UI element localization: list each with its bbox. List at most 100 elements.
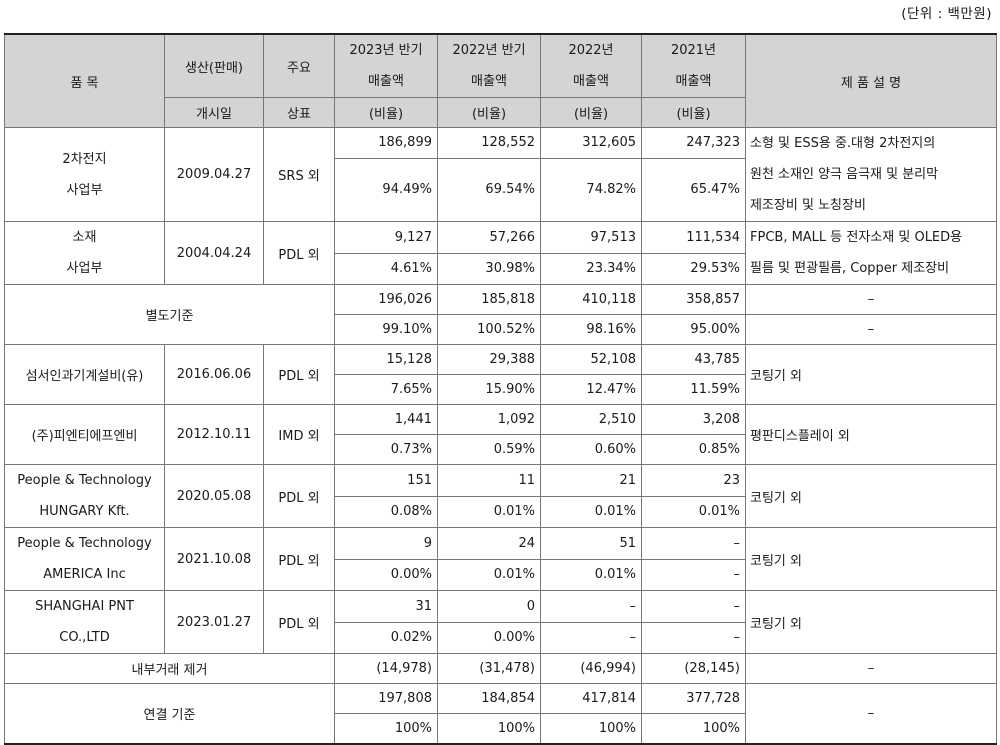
ratio-cell: 11.59% [641, 374, 746, 405]
amount-cell: 185,818 [437, 284, 541, 315]
table-row: SHANGHAI PNT CO.,LTD 2023.01.27 PDL 외 31 … [4, 590, 997, 654]
amount-cell: 43,785 [641, 344, 746, 375]
amount-cell: 97,513 [540, 221, 642, 254]
table-row: 0.02% 0.00% – – [5, 621, 997, 654]
row-desc: – [745, 314, 997, 345]
header-period-2023h1: 2023년 반기 매출액 [334, 33, 438, 98]
amount-cell: 2,510 [540, 404, 642, 435]
row-desc: 소형 및 ESS용 중.대형 2차전지의 원천 소재인 양극 음극재 및 분리막 제… [745, 127, 997, 222]
amount-cell: 377,728 [641, 683, 746, 714]
header-ratio-2022: (비율) [540, 97, 642, 128]
row-name: 소재 사업부 [4, 221, 165, 285]
amount-cell: 1,092 [437, 404, 541, 435]
amount-cell: (46,994) [540, 653, 642, 684]
row-date: 2004.04.24 [164, 221, 264, 285]
amount-cell: 417,814 [540, 683, 642, 714]
amount-cell: 31 [334, 590, 438, 623]
header-period-2022h1: 2022년 반기 매출액 [437, 33, 541, 98]
ratio-cell: 69.54% [437, 157, 541, 223]
row-brand: PDL 외 [263, 221, 335, 285]
ratio-cell: 7.65% [334, 374, 438, 405]
row-brand: PDL 외 [263, 590, 335, 654]
ratio-cell: 0.01% [540, 558, 642, 591]
amount-cell: 21 [540, 464, 642, 497]
ratio-cell: 29.53% [641, 252, 746, 285]
table-row: 2차전지 사업부 2009.04.27 SRS 외 186,899 128,552… [4, 127, 997, 222]
table-row: 100% 100% 100% 100% [5, 713, 997, 744]
row-date: 2009.04.27 [164, 127, 264, 222]
header-brand-top: 주요 [263, 33, 335, 98]
row-name: (주)피엔티에프엔비 [4, 404, 165, 465]
unit-note: (단위 : 백만원) [901, 6, 992, 22]
ratio-cell: 0.60% [540, 434, 642, 465]
row-brand: IMD 외 [263, 404, 335, 465]
ratio-cell: 100% [334, 713, 438, 744]
table-row: (주)피엔티에프엔비 2012.10.11 IMD 외 1,441 1,092 … [4, 404, 997, 465]
ratio-cell: 94.49% [334, 157, 438, 223]
header-brand-bottom: 상표 [263, 97, 335, 128]
ratio-cell: 100% [540, 713, 642, 744]
header-period-2022: 2022년 매출액 [540, 33, 642, 98]
header-item: 품 목 [4, 33, 165, 128]
header-desc: 제 품 설 명 [745, 33, 997, 128]
row-name: 별도기준 [4, 284, 335, 345]
amount-cell: 11 [437, 464, 541, 497]
amount-cell: (28,145) [641, 653, 746, 684]
amount-cell: 0 [437, 590, 541, 623]
row-desc: – [745, 653, 997, 684]
ratio-cell: 12.47% [540, 374, 642, 405]
amount-cell: 1,441 [334, 404, 438, 435]
amount-cell: 3,208 [641, 404, 746, 435]
ratio-cell: 0.59% [437, 434, 541, 465]
row-name: People & Technology HUNGARY Kft. [4, 464, 165, 528]
row-desc: – [745, 683, 997, 744]
row-brand: SRS 외 [263, 127, 335, 222]
row-desc: 코팅기 외 [745, 590, 997, 654]
table-row: 별도기준 196,026 185,818 410,118 358,857 – [4, 284, 997, 345]
amount-cell: 24 [437, 527, 541, 560]
row-date: 2020.05.08 [164, 464, 264, 528]
amount-cell: 247,323 [641, 127, 746, 159]
row-desc: – [745, 284, 997, 315]
ratio-cell: 0.02% [334, 621, 438, 654]
ratio-cell: 65.47% [641, 157, 746, 223]
amount-cell: 151 [334, 464, 438, 497]
ratio-cell: 0.01% [437, 558, 541, 591]
table-row: 소재 사업부 2004.04.24 PDL 외 9,127 57,266 97,5… [4, 221, 997, 285]
amount-cell: 23 [641, 464, 746, 497]
ratio-cell: 15.90% [437, 374, 541, 405]
row-brand: PDL 외 [263, 527, 335, 591]
amount-cell: 197,808 [334, 683, 438, 714]
amount-cell: – [540, 590, 642, 623]
row-desc: 코팅기 외 [745, 527, 997, 591]
table-row: People & Technology HUNGARY Kft. 2020.05.… [4, 464, 997, 528]
table-row: 99.10% 100.52% 98.16% 95.00% – [5, 314, 997, 345]
amount-cell: (31,478) [437, 653, 541, 684]
table-row: 94.49% 69.54% 74.82% 65.47% [5, 157, 997, 223]
ratio-cell: 99.10% [334, 314, 438, 345]
row-date: 2021.10.08 [164, 527, 264, 591]
amount-cell: (14,978) [334, 653, 438, 684]
amount-cell: 51 [540, 527, 642, 560]
header-ratio-2023h1: (비율) [334, 97, 438, 128]
amount-cell: 184,854 [437, 683, 541, 714]
amount-cell: 196,026 [334, 284, 438, 315]
amount-cell: 312,605 [540, 127, 642, 159]
amount-cell: 29,388 [437, 344, 541, 375]
ratio-cell: 0.00% [437, 621, 541, 654]
amount-cell: 9,127 [334, 221, 438, 254]
ratio-cell: 4.61% [334, 252, 438, 285]
row-date: 2012.10.11 [164, 404, 264, 465]
ratio-cell: 0.85% [641, 434, 746, 465]
row-desc: 코팅기 외 [745, 464, 997, 528]
amount-cell: 57,266 [437, 221, 541, 254]
table-row: 섬서인과기계설비(유) 2016.06.06 PDL 외 15,128 29,3… [4, 344, 997, 405]
row-name: 2차전지 사업부 [4, 127, 165, 222]
ratio-cell: 100.52% [437, 314, 541, 345]
amount-cell: 358,857 [641, 284, 746, 315]
header-ratio-2022h1: (비율) [437, 97, 541, 128]
row-name: People & Technology AMERICA Inc [4, 527, 165, 591]
ratio-cell: 100% [641, 713, 746, 744]
amount-cell: 128,552 [437, 127, 541, 159]
amount-cell: 410,118 [540, 284, 642, 315]
